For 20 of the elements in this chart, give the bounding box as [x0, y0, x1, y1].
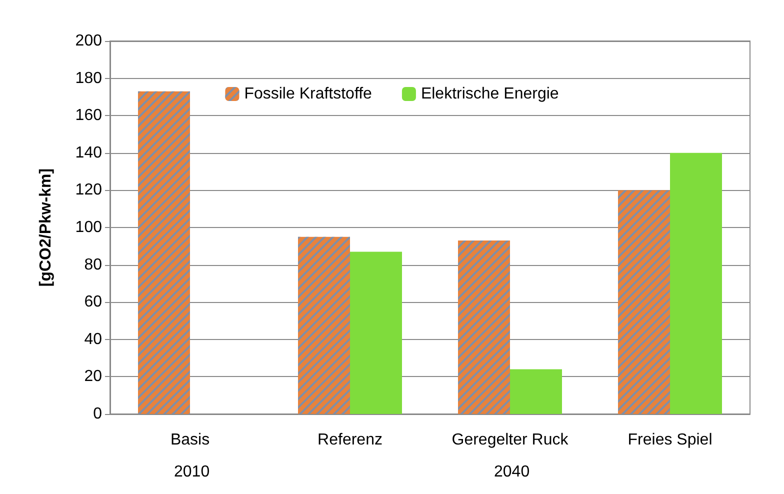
y-tick-label: 40 [84, 330, 102, 348]
y-tick-label: 20 [84, 368, 102, 386]
y-tick-label: 200 [75, 32, 102, 50]
text: 2010 [174, 464, 210, 480]
x-tick-label: Basis [170, 432, 210, 448]
legend-label: Elektrische Energie [420, 86, 559, 102]
y-tick-label: 0 [93, 406, 102, 422]
y-tick-label: 120 [75, 182, 102, 199]
x-tick-label: Freies Spiel [628, 432, 712, 448]
y-tick-label: 60 [84, 294, 102, 311]
x-tick-label: Geregelter Ruck [452, 432, 570, 448]
text: 2040 [494, 464, 530, 480]
y-tick-label: 180 [75, 70, 102, 87]
y-tick-label: 80 [84, 256, 102, 274]
y-tick-label: 100 [75, 219, 102, 236]
x-tick-label: Referenz [318, 432, 382, 448]
y-tick-label: 140 [75, 144, 102, 162]
y-axis-title: [gCO2/Pkw-km] [38, 168, 54, 287]
legend-label: Fossile Kraftstoffe [244, 86, 372, 102]
y-tick-label: 160 [75, 107, 102, 124]
